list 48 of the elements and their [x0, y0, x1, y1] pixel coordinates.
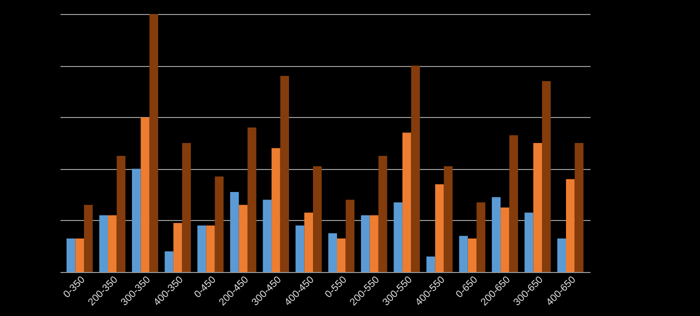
bar: [84, 204, 93, 272]
bar: [132, 168, 141, 272]
bar: [262, 200, 272, 272]
bar: [206, 226, 215, 272]
bar: [557, 238, 566, 272]
bar: [238, 204, 248, 272]
bar: [66, 238, 76, 272]
bar: [280, 76, 290, 272]
bar: [500, 208, 510, 272]
bar: [444, 166, 453, 272]
bar: [426, 256, 436, 272]
bar: [164, 251, 174, 272]
bar: [411, 66, 420, 272]
bar: [509, 135, 518, 272]
bar: [149, 14, 158, 272]
bar: [182, 143, 191, 272]
bar: [328, 233, 337, 272]
bar: [360, 215, 370, 272]
bar: [533, 143, 542, 272]
bar: [468, 238, 477, 272]
bar: [370, 215, 378, 272]
bar: [336, 238, 346, 272]
bar: [108, 215, 117, 272]
bar: [140, 117, 150, 272]
bar: [272, 148, 280, 272]
bar: [492, 197, 501, 272]
bar: [313, 166, 322, 272]
bar: [173, 222, 182, 272]
bar: [248, 128, 256, 272]
bar: [402, 132, 412, 272]
bar: [296, 226, 304, 272]
bar: [197, 226, 206, 272]
bar: [459, 236, 468, 272]
bar: [116, 156, 126, 272]
bar: [346, 200, 354, 272]
bar: [542, 81, 551, 272]
bar: [214, 176, 224, 272]
bar: [524, 212, 534, 272]
bar: [566, 179, 575, 272]
bar: [435, 184, 444, 272]
bar: [574, 143, 584, 272]
bar: [378, 156, 388, 272]
bar: [476, 202, 486, 272]
bar: [75, 238, 84, 272]
bar: [99, 215, 108, 272]
bar: [304, 212, 314, 272]
bar: [394, 202, 402, 272]
bar: [230, 192, 239, 272]
